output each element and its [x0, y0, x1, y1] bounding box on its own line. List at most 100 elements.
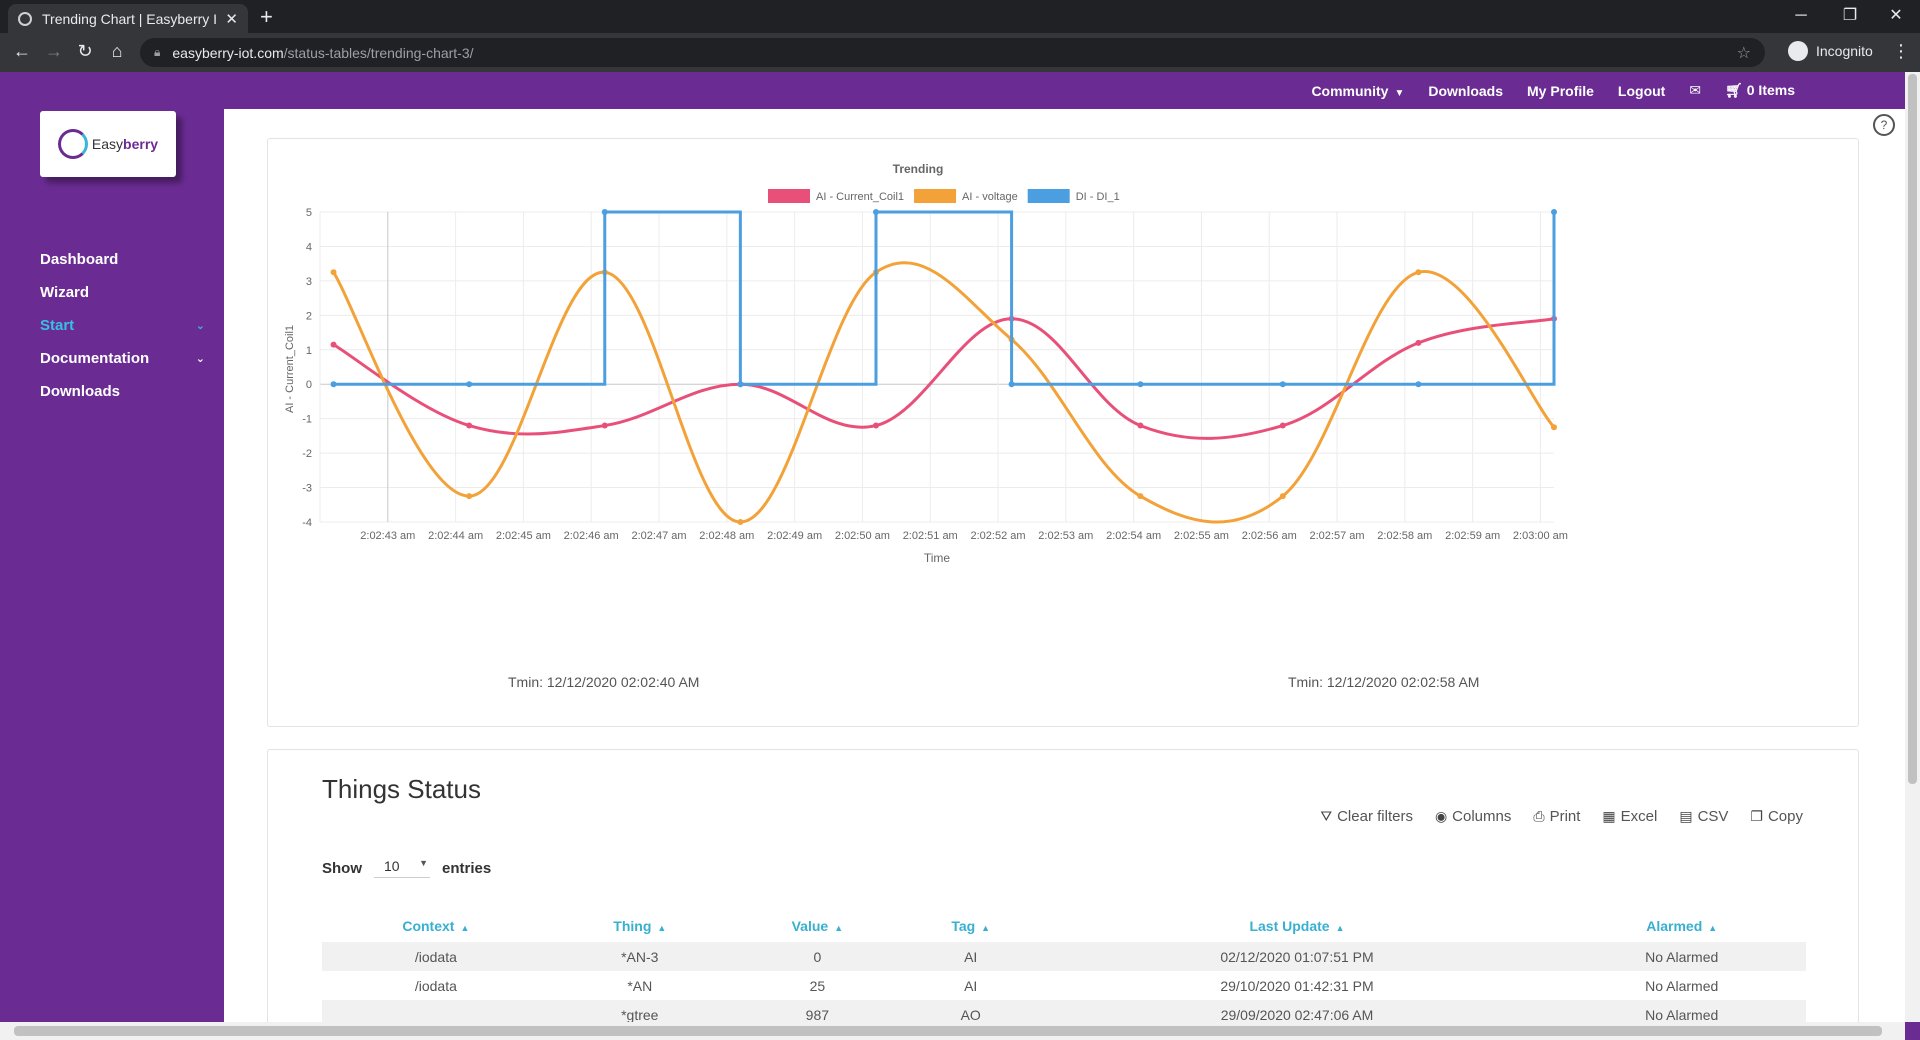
nav-community[interactable]: Community ▼: [1311, 83, 1404, 99]
y-tick-label: -1: [302, 414, 312, 426]
table-header-row: Context ▲ Thing ▲ Value ▲ Tag ▲ Last Update ▲ Alar…: [322, 910, 1806, 942]
x-tick-label: 2:02:59 am: [1445, 530, 1500, 542]
legend-label-di-di-1: DI - DI_1: [1076, 191, 1120, 203]
nav-cart[interactable]: 🛒︎ 0 Items: [1725, 82, 1795, 99]
legend-swatch-ai-current-coil1: [768, 189, 810, 203]
bookmark-star-icon[interactable]: ☆: [1736, 44, 1751, 62]
x-tick-label: 2:02:57 am: [1310, 530, 1365, 542]
back-icon[interactable]: ←: [13, 41, 31, 61]
columns-button[interactable]: ◉ Columns: [1434, 808, 1512, 825]
csv-button[interactable]: ▤ CSV: [1679, 808, 1729, 825]
table-row[interactable]: /iodata *AN-3 0 AI 02/12/2020 01:07:51 PM No …: [322, 942, 1806, 971]
nav-downloads[interactable]: Downloads: [1428, 82, 1504, 99]
sidebar-item-documentation[interactable]: Documentation ⌄: [40, 350, 205, 367]
nav-my-profile[interactable]: My Profile: [1527, 82, 1594, 99]
eye-icon: ◉: [1434, 808, 1448, 824]
table-cell: AI: [904, 942, 1037, 971]
table-toolbar: ⛛ Clear filters ◉ Columns ⎙ Print ▦ Excel ▤ C…: [1320, 808, 1803, 825]
site-favicon-icon: [18, 11, 32, 26]
excel-icon: ▦: [1602, 808, 1616, 824]
x-tick-label: 2:02:53 am: [1038, 530, 1093, 542]
y-tick-label: -4: [302, 517, 312, 529]
column-header-context[interactable]: Context ▲: [402, 918, 470, 934]
data-point-di-di-1: [872, 209, 879, 215]
browser-tab[interactable]: Trending Chart | Easyberry IoT ✕: [8, 4, 248, 33]
csv-icon: ▤: [1679, 808, 1693, 824]
y-axis-label: AI - Current_Coil1: [284, 325, 296, 413]
sidebar-item-wizard[interactable]: Wizard: [40, 284, 90, 301]
print-icon: ⎙: [1533, 808, 1545, 824]
sidebar-item-start[interactable]: Start ⌄: [40, 317, 205, 334]
vertical-scrollbar[interactable]: [1905, 72, 1920, 1022]
data-point-di-di-1: [1279, 381, 1286, 388]
incognito-indicator[interactable]: Incognito: [1788, 41, 1873, 61]
x-tick-label: 2:02:43 am: [360, 530, 415, 542]
table-cell: 29/10/2020 01:42:31 PM: [1220, 977, 1374, 994]
x-tick-label: 2:02:44 am: [428, 530, 483, 542]
close-window-icon[interactable]: ✕: [1889, 7, 1903, 24]
new-tab-icon[interactable]: +: [260, 4, 273, 29]
home-icon[interactable]: ⌂: [111, 41, 123, 61]
print-button[interactable]: ⎙ Print: [1533, 808, 1581, 825]
column-header-tag[interactable]: Tag ▲: [951, 918, 991, 934]
horizontal-scroll-thumb[interactable]: [14, 1026, 1882, 1036]
minimize-icon[interactable]: ─: [1795, 7, 1807, 24]
table-row[interactable]: *gtree 987 AO 29/09/2020 02:47:06 AM No Alar…: [322, 1000, 1806, 1022]
table-cell: No Alarmed: [1557, 1000, 1806, 1022]
vertical-scroll-thumb[interactable]: [1908, 74, 1917, 784]
sidebar-item-downloads[interactable]: Downloads: [40, 383, 121, 400]
column-header-last-update[interactable]: Last Update ▲: [1249, 918, 1345, 934]
entries-select[interactable]: 10 ▼: [374, 858, 430, 878]
data-point-di-di-1: [330, 381, 337, 388]
things-status-card: Things Status ⛛ Clear filters ◉ Columns ⎙ P…: [267, 749, 1859, 1022]
chevron-down-icon: ⌄: [195, 353, 205, 365]
horizontal-scrollbar[interactable]: [0, 1022, 1905, 1040]
y-tick-label: 1: [306, 345, 312, 357]
forward-icon[interactable]: →: [45, 41, 63, 61]
browser-menu-icon[interactable]: ⋮: [1892, 41, 1910, 61]
chart-legend[interactable]: AI - Current_Coil1 AI - voltage DI - DI_1: [768, 189, 1120, 203]
chart-series: [330, 209, 1557, 525]
x-tick-label: 2:02:50 am: [835, 530, 890, 542]
nav-logout[interactable]: Logout: [1617, 82, 1666, 99]
y-tick-label: 5: [306, 207, 312, 219]
data-point-ai-current-coil1: [1415, 339, 1422, 346]
clear-filters-button[interactable]: ⛛ Clear filters: [1320, 808, 1413, 825]
data-point-di-di-1: [1137, 381, 1144, 388]
site-logo[interactable]: Easyberry: [40, 111, 176, 177]
close-tab-icon[interactable]: ✕: [225, 10, 238, 28]
excel-button[interactable]: ▦ Excel: [1602, 808, 1658, 825]
url-input[interactable]: 🔒︎ easyberry-iot.com/status-tables/trend…: [140, 38, 1765, 67]
legend-label-ai-voltage: AI - voltage: [962, 191, 1018, 203]
restore-icon[interactable]: ❐: [1842, 7, 1858, 24]
address-bar: ← → ↻ ⌂ 🔒︎ easyberry-iot.com/status-tabl…: [0, 33, 1920, 72]
cart-icon: 🛒︎: [1725, 82, 1747, 98]
copy-button[interactable]: ❐ Copy: [1750, 808, 1803, 825]
table-cell: No Alarmed: [1557, 942, 1806, 971]
x-tick-label: 2:02:56 am: [1242, 530, 1297, 542]
x-tick-label: 2:03:00 am: [1513, 530, 1568, 542]
column-header-alarmed[interactable]: Alarmed ▲: [1646, 918, 1718, 934]
data-point-ai-current-coil1: [1279, 422, 1286, 429]
x-tick-label: 2:02:58 am: [1377, 530, 1432, 542]
data-point-ai-voltage: [1137, 493, 1144, 500]
y-tick-label: 4: [306, 241, 312, 253]
y-tick-label: 3: [306, 276, 312, 288]
x-tick-label: 2:02:46 am: [564, 530, 619, 542]
entries-label: entries: [442, 859, 492, 877]
show-label: Show: [322, 859, 362, 877]
table-cell: /iodata: [322, 942, 550, 971]
sidebar-item-dashboard[interactable]: Dashboard: [40, 251, 119, 268]
help-icon[interactable]: ?: [1873, 114, 1895, 136]
mail-icon[interactable]: ✉: [1689, 82, 1702, 98]
status-title: Things Status: [322, 774, 481, 804]
reload-icon[interactable]: ↻: [77, 41, 93, 61]
column-header-value[interactable]: Value ▲: [791, 918, 844, 934]
table-cell: 0: [729, 942, 905, 971]
sort-up-icon: ▲: [460, 923, 470, 933]
table-row[interactable]: /iodata *AN 25 AI 29/10/2020 01:42:31 PM No A…: [322, 971, 1806, 1000]
filter-icon: ⛛: [1320, 808, 1333, 824]
data-point-ai-voltage: [1551, 424, 1557, 431]
column-header-thing[interactable]: Thing ▲: [613, 918, 667, 934]
